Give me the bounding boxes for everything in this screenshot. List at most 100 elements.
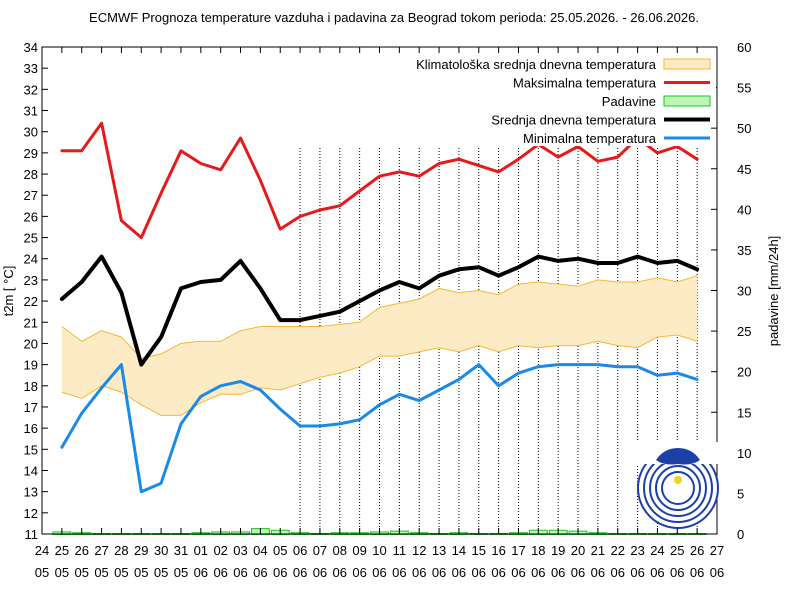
x-tick-label-day: 05 bbox=[273, 543, 287, 558]
y-tick-label: 27 bbox=[24, 188, 38, 203]
legend-label: Minimalna temperatura bbox=[523, 131, 657, 146]
x-tick-label-month: 05 bbox=[55, 565, 69, 580]
climatology-band-upper bbox=[61, 275, 698, 359]
series-lines-layer bbox=[59, 121, 700, 494]
x-tick-label-day: 19 bbox=[551, 543, 565, 558]
x-tick-label-day: 29 bbox=[134, 543, 148, 558]
x-tick-label-month: 05 bbox=[35, 565, 49, 580]
y-tick-label: 19 bbox=[24, 358, 38, 373]
x-tick-label-month: 06 bbox=[233, 565, 247, 580]
x-tick-label-day: 23 bbox=[630, 543, 644, 558]
y-tick-label: 28 bbox=[24, 167, 38, 182]
y2-tick-label: 55 bbox=[737, 81, 751, 96]
x-tick-label-day: 21 bbox=[591, 543, 605, 558]
x-tick-label-month: 06 bbox=[650, 565, 664, 580]
x-tick-label-day: 03 bbox=[233, 543, 247, 558]
x-tick-label-month: 06 bbox=[472, 565, 486, 580]
x-tick-label-month: 06 bbox=[670, 565, 684, 580]
y-tick-label: 22 bbox=[24, 294, 38, 309]
x-tick-label-month: 06 bbox=[194, 565, 208, 580]
x-tick-label-month: 06 bbox=[352, 565, 366, 580]
y2-tick-label: 45 bbox=[737, 162, 751, 177]
y2-tick-label: 5 bbox=[737, 486, 744, 501]
x-tick-label-month: 06 bbox=[333, 565, 347, 580]
y-tick-label: 23 bbox=[24, 273, 38, 288]
x-tick-label-day: 22 bbox=[611, 543, 625, 558]
x-tick-label-month: 05 bbox=[174, 565, 188, 580]
y-tick-label: 29 bbox=[24, 146, 38, 161]
x-tick-label-day: 30 bbox=[154, 543, 168, 558]
y-tick-label: 32 bbox=[24, 82, 38, 97]
x-tick-label-day: 25 bbox=[670, 543, 684, 558]
y-tick-label: 11 bbox=[25, 527, 39, 542]
mean-temperature-line bbox=[59, 254, 700, 367]
x-tick-label-month: 06 bbox=[392, 565, 406, 580]
x-tick-label-day: 14 bbox=[452, 543, 466, 558]
x-tick-label-month: 05 bbox=[74, 565, 88, 580]
x-tick-label-month: 06 bbox=[591, 565, 605, 580]
y2-tick-label: 35 bbox=[737, 243, 751, 258]
x-tick-label-day: 12 bbox=[412, 543, 426, 558]
x-tick-label-day: 24 bbox=[650, 543, 664, 558]
y-tick-label: 21 bbox=[24, 315, 38, 330]
legend-label: Maksimalna temperatura bbox=[513, 76, 657, 91]
y-tick-label: 33 bbox=[24, 61, 38, 76]
legend-background bbox=[370, 92, 716, 109]
y-tick-label: 14 bbox=[24, 463, 38, 478]
legend-label: Klimatološka srednja dnevna temperatura bbox=[416, 57, 657, 72]
x-tick-label-month: 06 bbox=[293, 565, 307, 580]
legend-background bbox=[370, 129, 716, 146]
x-tick-label-day: 01 bbox=[194, 543, 208, 558]
x-tick-label-day: 25 bbox=[55, 543, 69, 558]
legend-label: Padavine bbox=[602, 94, 656, 109]
y-axis-label: t2m [ °C] bbox=[1, 266, 16, 317]
y2-tick-label: 15 bbox=[737, 405, 751, 420]
y-tick-label: 15 bbox=[24, 442, 38, 457]
x-tick-label-day: 17 bbox=[511, 543, 525, 558]
legend-label: Srednja dnevna temperatura bbox=[491, 113, 657, 128]
x-tick-label-month: 06 bbox=[452, 565, 466, 580]
x-tick-label-month: 06 bbox=[491, 565, 505, 580]
y2-tick-label: 25 bbox=[737, 324, 751, 339]
y2-tick-label: 10 bbox=[737, 446, 751, 461]
y-tick-label: 25 bbox=[24, 231, 38, 246]
y-tick-label: 13 bbox=[24, 485, 38, 500]
climatology-band-lower bbox=[61, 334, 698, 416]
x-tick-label-day: 28 bbox=[114, 543, 128, 558]
legend: Klimatološka srednja dnevna temperatura M… bbox=[370, 55, 716, 146]
x-tick-label-month: 06 bbox=[630, 565, 644, 580]
x-tick-label-month: 06 bbox=[432, 565, 446, 580]
x-tick-label-day: 27 bbox=[94, 543, 108, 558]
legend-background bbox=[370, 110, 716, 128]
y-tick-label: 24 bbox=[24, 252, 38, 267]
x-tick-label-day: 26 bbox=[74, 543, 88, 558]
climatology-band-layer bbox=[61, 275, 698, 416]
x-tick-label-day: 20 bbox=[571, 543, 585, 558]
max-temperature-line bbox=[60, 121, 699, 240]
x-tick-label-day: 07 bbox=[313, 543, 327, 558]
x-tick-label-month: 05 bbox=[94, 565, 108, 580]
y2-tick-label: 40 bbox=[737, 202, 751, 217]
x-tick-label-month: 06 bbox=[273, 565, 287, 580]
y2-tick-label: 50 bbox=[737, 121, 751, 136]
rhmz-logo bbox=[636, 442, 720, 529]
y-tick-label: 16 bbox=[24, 421, 38, 436]
x-tick-label-month: 05 bbox=[114, 565, 128, 580]
x-tick-label-day: 10 bbox=[372, 543, 386, 558]
y-tick-label: 26 bbox=[24, 209, 38, 224]
x-tick-label-month: 05 bbox=[134, 565, 148, 580]
x-tick-label-day: 16 bbox=[491, 543, 505, 558]
y2-axis-label: padavine [mm/24h] bbox=[766, 236, 781, 347]
y-tick-label: 17 bbox=[24, 400, 38, 415]
x-tick-label-month: 06 bbox=[690, 565, 704, 580]
x-tick-label-day: 18 bbox=[531, 543, 545, 558]
x-tick-label-day: 02 bbox=[213, 543, 227, 558]
x-tick-label-month: 06 bbox=[531, 565, 545, 580]
y-tick-label: 20 bbox=[24, 336, 38, 351]
axes-layer: 11 12 13 14 15 16 17 18 19 20 21 22 23 24 25 26 27 28 29 30… bbox=[24, 40, 752, 580]
y2-tick-label: 0 bbox=[737, 527, 744, 542]
x-tick-label-month: 06 bbox=[213, 565, 227, 580]
y2-tick-label: 30 bbox=[737, 284, 751, 299]
legend-swatch bbox=[663, 95, 711, 107]
